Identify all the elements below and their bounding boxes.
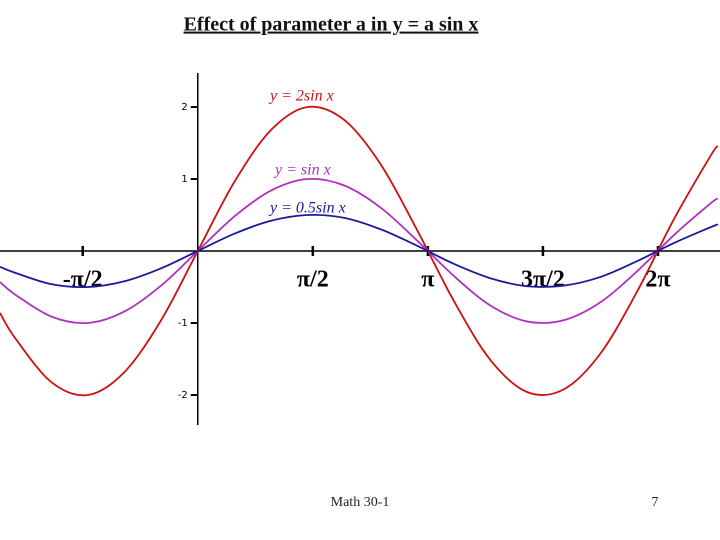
- curve-label: y = 2sin x: [268, 88, 334, 105]
- curve-label: y = 0.5sin x: [268, 200, 346, 217]
- y-tick-label: 2: [181, 102, 187, 113]
- slide-title: Effect of parameter a in y = a sin x: [184, 14, 479, 36]
- y-tick-label: -2: [178, 390, 188, 401]
- x-tick-label: π/2: [297, 267, 329, 293]
- y-tick-label: 1: [181, 174, 187, 185]
- footer: Math 30-1: [331, 495, 390, 510]
- curve-label: y = sin x: [273, 162, 331, 179]
- x-tick-label: 2π: [645, 267, 670, 293]
- x-tick-label: -π/2: [63, 267, 103, 293]
- page-number: 7: [652, 495, 659, 510]
- x-tick-label: 3π/2: [521, 267, 565, 293]
- curve: [0, 177, 719, 325]
- curve: [0, 105, 719, 397]
- x-tick-label: π: [421, 267, 434, 293]
- curve: [0, 213, 719, 289]
- y-tick-label: -1: [178, 318, 188, 329]
